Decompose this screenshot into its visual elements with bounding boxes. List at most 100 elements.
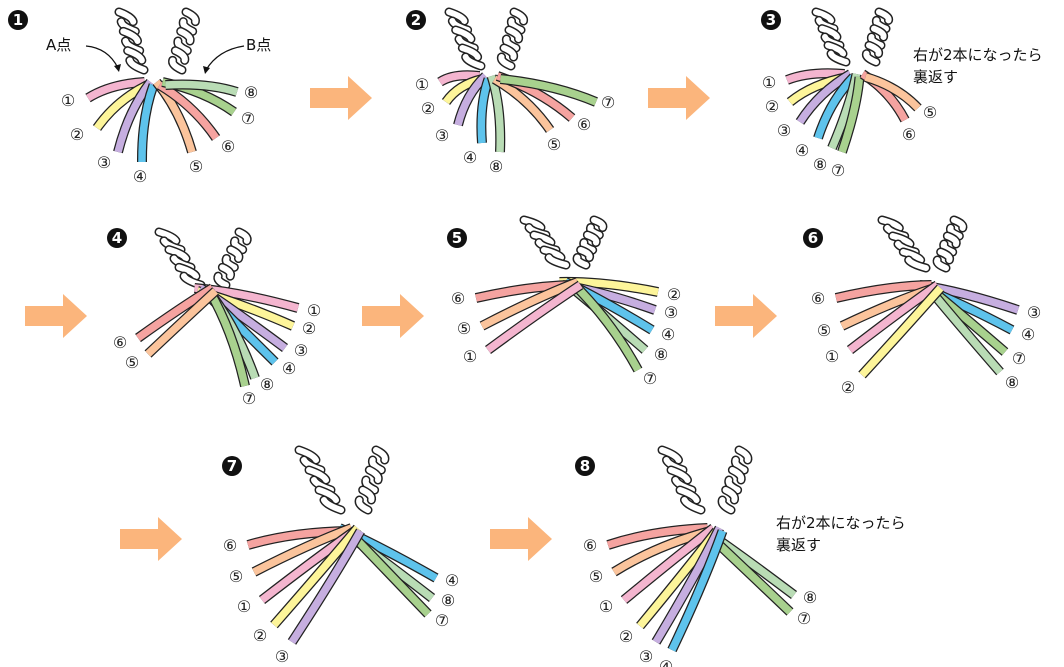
strand-label: ① [762,73,776,92]
strand-label: ④ [445,571,459,590]
strand-peach [252,524,353,576]
strand-label: ⑤ [817,321,831,340]
braided-rope-icon [444,7,486,71]
strand-label: ⑧ [244,83,258,102]
strand-label: ⑥ [811,289,825,308]
point-a-label: A点 [46,36,71,54]
strand-label: ⑧ [803,588,817,607]
strand-label: ⑤ [589,567,603,586]
strand-purple [114,79,154,153]
braided-rope-icon [354,445,390,515]
strand-purple [652,526,723,644]
strand-label: ④ [1021,325,1035,344]
step-arrows [25,76,777,561]
flip-note-line2: 裏返す [913,68,958,86]
strand-label: ① [599,597,613,616]
strand-label: ⑦ [601,93,615,112]
braided-rope-icon [519,215,571,270]
strand-label: ① [415,75,429,94]
strand-label: ⑧ [654,345,668,364]
strand-label: ⑦ [797,609,811,628]
step-panel-5: ②③ ④⑧ ⑦ ⑥ ⑤ ① 5 [447,215,681,388]
step-badge: 6 [803,228,823,248]
strand-yellow [271,525,361,628]
strand-label: ⑥ [577,115,591,134]
strand-label: ① [307,301,321,320]
strand-pink [86,78,145,102]
strand-label: ⑤ [229,567,243,586]
strand-label: ② [841,378,855,397]
strand-pink [785,69,845,84]
strand-label: ⑥ [221,137,235,156]
step-badge: 7 [222,456,242,476]
right-arrow-icon [25,294,87,338]
step-badge-number: 3 [766,11,776,29]
point-b-label: B点 [246,36,271,54]
strand-label: ② [667,285,681,304]
strand-label: ⑤ [125,353,139,372]
strand-peach [145,288,219,357]
strand-peach [480,278,579,330]
strand-salmon [135,284,215,342]
step-badge-number: 7 [227,457,237,475]
step-badge-number: 6 [808,229,818,247]
strand-label: ⑧ [489,157,503,176]
braided-rope-icon [861,7,894,67]
strand-label: ⑥ [223,536,237,555]
step-badge-number: 1 [13,11,23,29]
strand-label: ③ [1027,303,1041,322]
strand-yellow [859,285,944,378]
strand-pink [437,71,480,86]
strand-label: ⑧ [1005,373,1019,392]
strand-blue [668,529,727,652]
strand-blue [814,74,857,140]
strand-label: ⑧ [813,155,827,174]
strand-label: ② [70,125,84,144]
strand-label: ⑦ [1012,349,1026,368]
strand-label: ⑦ [831,161,845,180]
point-b-pointer [205,45,245,71]
braided-rope-icon [168,7,200,75]
strand-label: ③ [97,153,111,172]
flip-note-line1: 右が2本になったら [776,514,906,532]
strand-label: ③ [777,121,791,140]
step-badge: 5 [447,228,467,248]
strand-green [206,289,249,387]
strand-label: ⑥ [451,289,465,308]
strand-label: ① [463,347,477,366]
strand-label: ⑤ [189,157,203,176]
right-arrow-icon [310,76,372,120]
strand-label: ⑤ [457,319,471,338]
braided-rope-icon [811,7,851,67]
step-badge-number: 2 [411,11,421,29]
strand-label: ⑥ [902,125,916,144]
strand-label: ④ [282,359,296,378]
strand-label: ② [253,626,267,645]
step-panel-7: ④⑧⑦ ⑥ ⑤ ①②③ 7 [222,445,459,666]
braided-rope-icon [717,445,753,515]
strand-label: ② [302,319,316,338]
step-panel-1: ① ②③ ④ ⑤⑥⑦ ⑧ 1 A点 B点 [8,7,271,186]
braided-rope-icon [154,227,206,290]
point-a-pointer [85,45,119,69]
braided-rope-icon [213,227,252,290]
braided-rope-icon [572,215,608,270]
strand-salmon [157,81,220,141]
step-badge-number: 4 [112,229,122,247]
step-badge-number: 8 [580,457,590,475]
step-badge: 8 [575,456,595,476]
strand-label: ⑦ [241,109,255,128]
strand-label: ① [61,91,75,110]
strand-label: ① [237,597,251,616]
strand-label: ⑤ [547,135,561,154]
strand-label: ⑧ [441,591,455,610]
strand-label: ③ [664,303,678,322]
strand-label: ④ [661,325,675,344]
braided-rope-icon [877,215,931,273]
strand-pink [621,525,716,603]
strand-label: ⑦ [242,389,256,408]
strand-purple [288,529,364,645]
